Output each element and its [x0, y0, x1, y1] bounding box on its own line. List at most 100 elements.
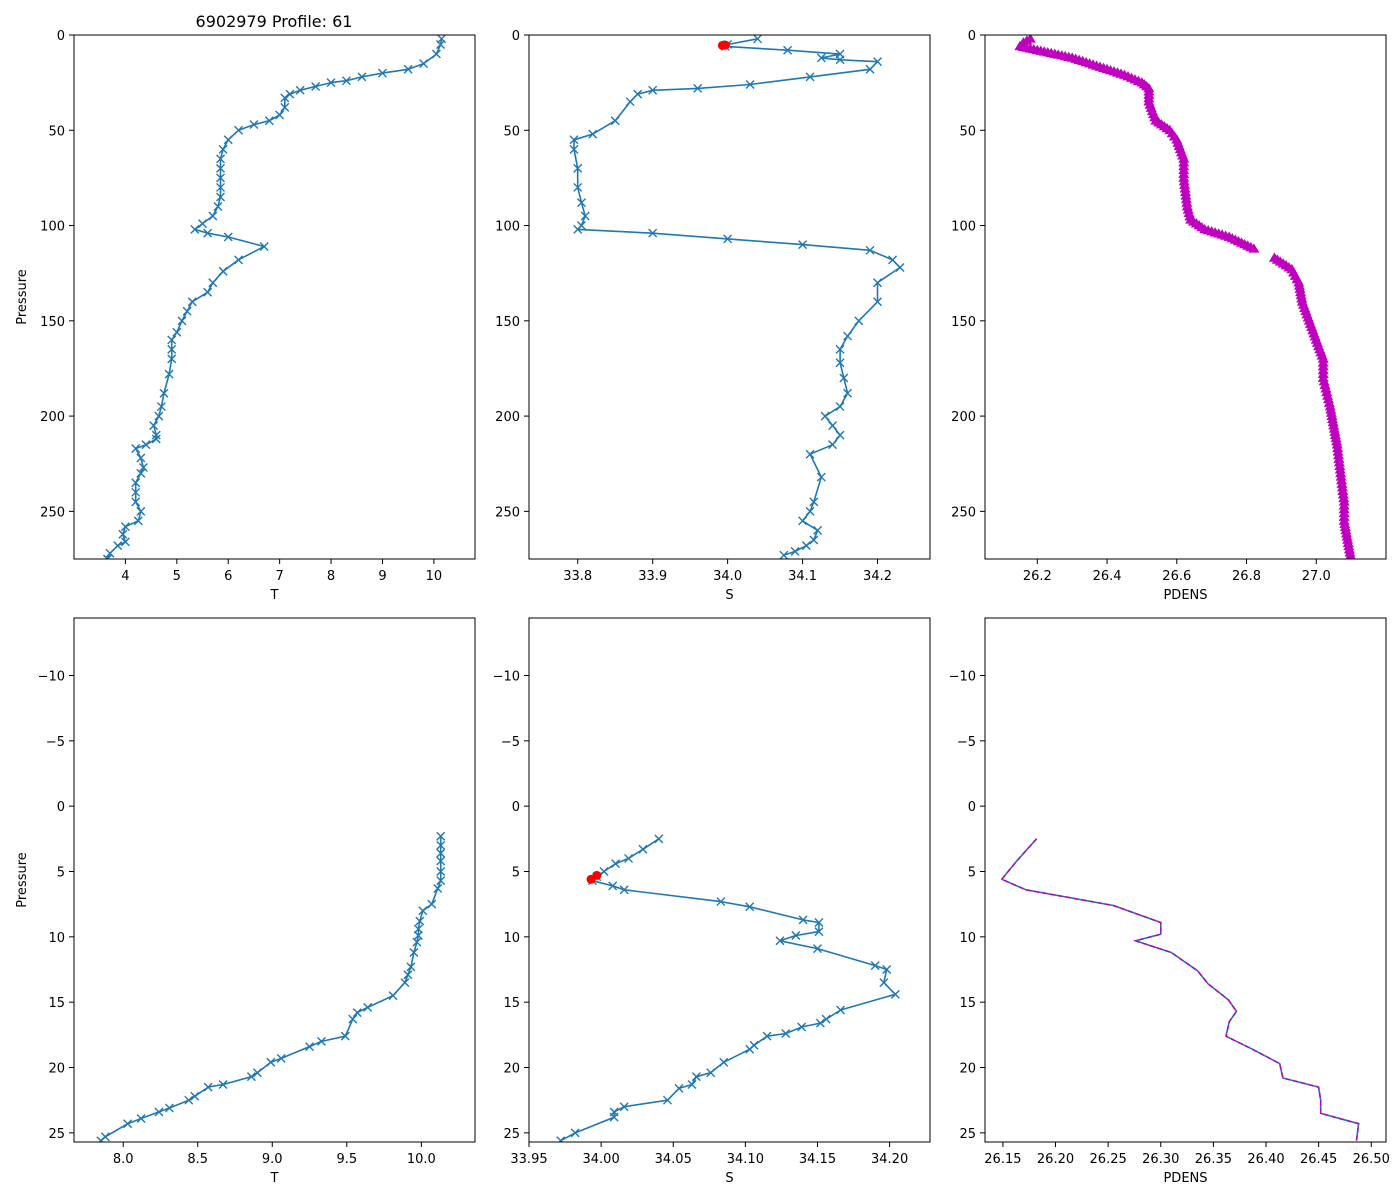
series-line-s [573, 38, 901, 556]
x-marker [133, 516, 143, 526]
x-marker [569, 135, 579, 145]
y-tick-label: 200 [40, 410, 65, 425]
x-marker [427, 899, 437, 909]
y-tick-label: −5 [957, 735, 976, 750]
y-tick-label: 10 [503, 931, 520, 946]
x-marker [208, 211, 218, 221]
x-marker [198, 219, 208, 229]
x-marker [816, 53, 826, 63]
y-tick-label: −5 [501, 735, 520, 750]
x-marker [190, 1091, 200, 1101]
x-marker [674, 1083, 684, 1093]
y-tick-label: 15 [503, 996, 520, 1011]
x-marker [418, 906, 428, 916]
x-marker [187, 297, 197, 307]
plot-data [96, 831, 446, 1142]
x-tick-label: 26.8 [1232, 569, 1261, 584]
axes-frame [528, 34, 931, 560]
x-marker [363, 1002, 373, 1012]
x-marker [433, 883, 443, 893]
x-marker [835, 402, 845, 412]
x-marker [203, 1082, 213, 1092]
x-marker [436, 867, 446, 877]
x-marker [805, 449, 815, 459]
x-marker [275, 110, 285, 120]
axes-frame [73, 617, 476, 1143]
y-tick-label: 25 [48, 1127, 65, 1142]
x-marker [798, 240, 808, 250]
x-marker [436, 40, 446, 50]
x-marker [687, 1080, 697, 1089]
x-marker [599, 867, 609, 877]
x-marker [576, 198, 586, 208]
x-axis-label: PDENS [1163, 588, 1207, 603]
subplot-salinity-full: 33.8 33.9 34.0 34.1 34.2 0 50 100 150 200 250 S [495, 29, 931, 603]
x-marker [798, 915, 808, 925]
x-marker [436, 831, 446, 841]
x-marker [218, 144, 228, 154]
x-marker [569, 144, 579, 154]
y-tick-label: 100 [495, 220, 520, 235]
x-marker [96, 1136, 106, 1142]
x-marker [888, 255, 898, 265]
x-tick-label: 4 [121, 569, 129, 584]
x-marker [316, 1036, 326, 1046]
x-marker [151, 434, 161, 444]
figure-title: 6902979 Profile: 61 [196, 12, 353, 31]
x-marker [436, 876, 446, 886]
triangle-marker [1248, 243, 1260, 253]
x-marker [835, 430, 845, 440]
x-marker [870, 961, 880, 971]
x-marker [836, 1005, 846, 1015]
x-marker [654, 834, 664, 844]
flag-point [720, 40, 730, 50]
x-marker [136, 468, 146, 478]
x-marker [556, 1136, 566, 1142]
series-line-t [106, 38, 443, 559]
x-tick-label: 9.0 [262, 1152, 283, 1167]
x-tick-label: 33.95 [510, 1152, 547, 1167]
plot-data [1014, 35, 1356, 559]
x-tick-label: 34.1 [788, 569, 817, 584]
x-marker [151, 430, 161, 440]
x-marker [798, 516, 808, 526]
x-marker [259, 242, 269, 251]
x-tick-label: 26.6 [1162, 569, 1191, 584]
x-marker [723, 234, 733, 244]
x-marker [218, 1080, 228, 1089]
x-marker [619, 1102, 629, 1112]
x-marker [203, 287, 213, 297]
y-tick-label: 150 [495, 315, 520, 330]
y-tick-label: 150 [40, 315, 65, 330]
x-marker [648, 85, 658, 95]
x-marker [105, 548, 115, 558]
x-marker [403, 64, 413, 74]
x-marker [814, 917, 824, 927]
x-marker [167, 354, 177, 364]
x-marker [762, 1031, 772, 1041]
x-tick-label: 10.0 [407, 1152, 436, 1167]
x-marker [588, 129, 598, 139]
x-marker [879, 978, 889, 988]
x-marker [118, 529, 128, 539]
x-marker [136, 1113, 146, 1123]
x-marker [415, 916, 425, 926]
x-marker [234, 255, 244, 265]
x-marker [865, 64, 875, 74]
series-dashed-line [1000, 838, 1360, 1141]
x-marker [843, 331, 853, 341]
series-line-pdens [1001, 838, 1360, 1141]
x-marker [403, 970, 413, 980]
x-marker [136, 453, 146, 463]
x-tick-label: 6 [224, 569, 232, 584]
x-marker [184, 1095, 194, 1105]
y-tick-label: 100 [40, 220, 65, 235]
x-marker [706, 1068, 716, 1078]
x-marker [164, 369, 174, 379]
x-marker [120, 522, 130, 532]
x-marker [264, 116, 274, 126]
y-tick-label: 100 [951, 220, 976, 235]
y-tick-label: −10 [38, 669, 65, 684]
x-marker [413, 924, 423, 934]
x-tick-label: 26.20 [1037, 1152, 1074, 1167]
